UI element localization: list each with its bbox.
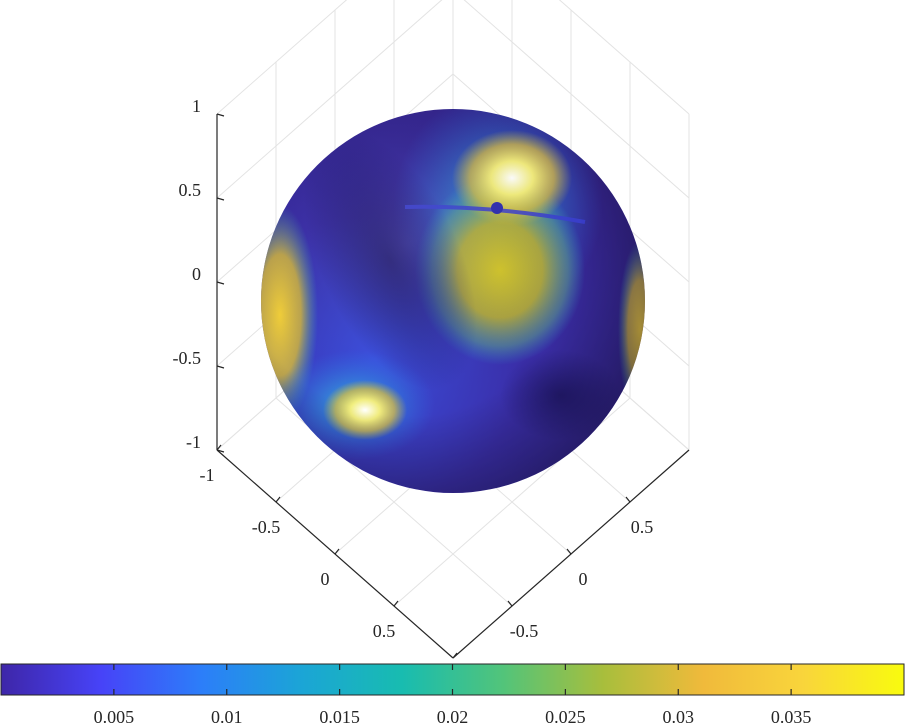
z-tick-label: -0.5 bbox=[173, 348, 202, 368]
colorbar-tick-label: 0.005 bbox=[94, 707, 135, 727]
z-tick bbox=[216, 113, 225, 117]
colorbar-tick-label: 0.025 bbox=[545, 707, 586, 727]
x-tick bbox=[216, 444, 222, 451]
grid-line bbox=[216, 0, 443, 199]
y-tick-label: 0.5 bbox=[631, 517, 654, 537]
grid-line bbox=[216, 0, 348, 115]
z-tick-label: 0 bbox=[192, 264, 201, 284]
y-tick-label: 0 bbox=[579, 569, 588, 589]
sphere-shading bbox=[261, 109, 645, 493]
y-tick bbox=[507, 600, 513, 607]
colorbar-ticks: 0.005 0.01 0.015 0.02 0.025 0.03 0.035 bbox=[94, 664, 812, 727]
x-tick-label: 0 bbox=[321, 569, 330, 589]
grid-line bbox=[558, 0, 690, 115]
x-tick-label: 0.5 bbox=[373, 621, 396, 641]
colorbar-tick-label: 0.02 bbox=[437, 707, 469, 727]
x-tick-label: -1 bbox=[200, 465, 215, 485]
z-tick bbox=[216, 197, 225, 201]
y-tick bbox=[566, 548, 572, 555]
colorbar: 0.005 0.01 0.015 0.02 0.025 0.03 0.035 bbox=[0, 663, 905, 727]
colorbar-tick-label: 0.015 bbox=[319, 707, 360, 727]
z-tick bbox=[216, 281, 225, 285]
z-tick-label: 1 bbox=[192, 96, 201, 116]
colorbar-tick-label: 0.035 bbox=[771, 707, 812, 727]
y-tick-label: -0.5 bbox=[510, 621, 539, 641]
x-tick bbox=[452, 652, 458, 659]
z-tick-label: 0.5 bbox=[179, 180, 202, 200]
x-tick bbox=[275, 496, 281, 503]
z-tick-label: -1 bbox=[186, 432, 201, 452]
colorbar-tick-label: 0.03 bbox=[663, 707, 695, 727]
x-tick bbox=[393, 600, 399, 607]
x-tick bbox=[334, 548, 340, 555]
axes-lines bbox=[216, 113, 690, 659]
colorbar-tick-label: 0.01 bbox=[211, 707, 243, 727]
sphere-surface bbox=[261, 109, 645, 493]
x-tick-label: -0.5 bbox=[252, 517, 281, 537]
grid-line bbox=[463, 0, 690, 199]
y-tick bbox=[625, 496, 631, 503]
z-tick bbox=[216, 365, 225, 369]
z-tick bbox=[216, 449, 225, 453]
